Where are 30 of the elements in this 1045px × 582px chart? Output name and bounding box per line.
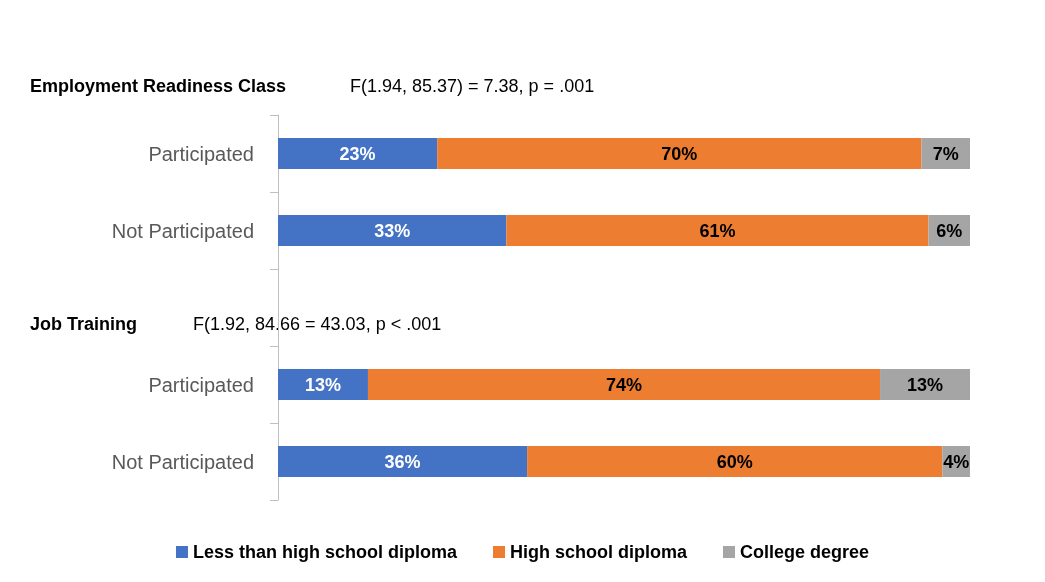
- data-label: 7%: [932, 143, 959, 164]
- y-tick-label: Participated: [148, 142, 254, 165]
- y-tick-label: Participated: [148, 373, 254, 396]
- data-label: 6%: [936, 220, 963, 241]
- bar: [506, 215, 929, 246]
- annotation: F(1.92, 84.66 = 43.03, p < .001: [193, 314, 442, 334]
- data-label: 4%: [943, 451, 970, 472]
- data-label: 74%: [605, 374, 643, 395]
- data-label: 60%: [716, 451, 753, 472]
- bar: [437, 138, 922, 169]
- data-label: 61%: [699, 220, 736, 241]
- data-label: 23%: [339, 143, 376, 164]
- data-label: 13%: [304, 374, 341, 395]
- text: F(1.94, 85.37) = 7.38, p = .001: [350, 76, 595, 96]
- data-label: 70%: [661, 143, 698, 164]
- text: Job Training: [30, 314, 138, 334]
- legend-label: Less than high school diploma: [192, 542, 458, 562]
- text: Employment Readiness Class: [30, 76, 287, 96]
- y-tick-label: Not Participated: [111, 219, 254, 242]
- data-label: 33%: [374, 220, 411, 241]
- data-label: 13%: [907, 374, 944, 395]
- bar: [278, 138, 438, 169]
- bar: [278, 215, 507, 246]
- bar: [527, 446, 943, 477]
- data-label: 36%: [384, 451, 421, 472]
- legend-label: High school diploma: [509, 542, 688, 562]
- bar: [367, 369, 881, 400]
- bar: [278, 446, 528, 477]
- legend-label: College degree: [739, 542, 870, 562]
- y-tick-label: Not Participated: [111, 450, 254, 473]
